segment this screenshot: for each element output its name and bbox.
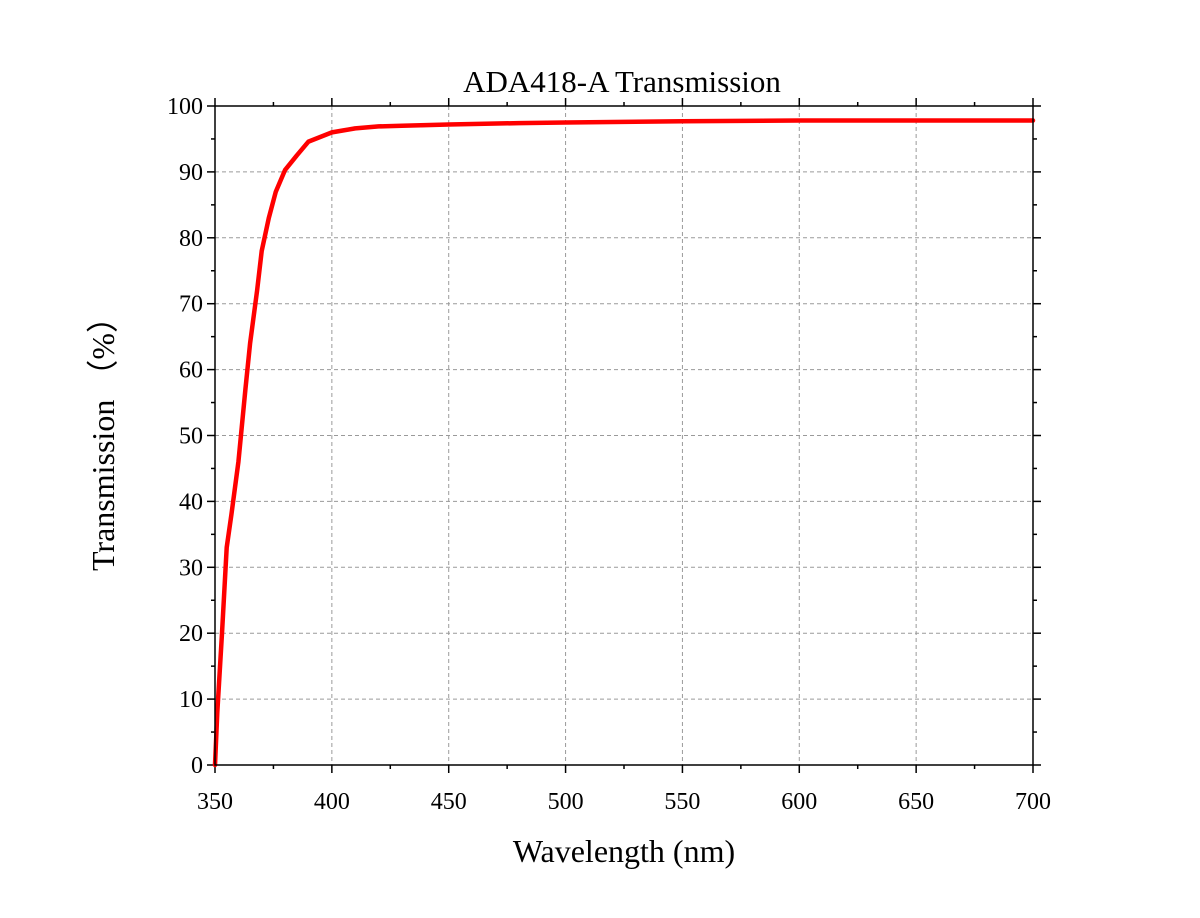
y-tick-label: 50 <box>179 424 203 450</box>
x-tick-label: 650 <box>898 789 934 815</box>
x-tick-label: 350 <box>197 789 233 815</box>
y-tick-label: 30 <box>179 555 203 581</box>
x-tick-label: 550 <box>664 789 700 815</box>
y-tick-label: 10 <box>179 687 203 713</box>
x-tick-labels: 350 400 450 500 550 600 650 700 <box>197 789 1051 815</box>
major-ticks <box>207 98 1041 773</box>
x-tick-label: 500 <box>548 789 584 815</box>
y-axis-label: Transmission （%） <box>85 301 121 571</box>
chart-title: ADA418-A Transmission <box>463 64 781 99</box>
series-layer <box>212 118 1036 768</box>
y-tick-label: 0 <box>191 753 203 779</box>
y-tick-label: 20 <box>179 621 203 647</box>
plot-frame <box>214 105 1034 766</box>
x-tick-label: 400 <box>314 789 350 815</box>
x-tick-label: 600 <box>781 789 817 815</box>
y-tick-label: 100 <box>167 94 203 120</box>
minor-ticks <box>211 102 1037 769</box>
x-tick-label: 700 <box>1015 789 1051 815</box>
grid-lines <box>215 106 1033 765</box>
y-tick-label: 60 <box>179 358 203 384</box>
y-tick-label: 80 <box>179 226 203 252</box>
transmission-series-line <box>212 118 1036 768</box>
x-tick-label: 450 <box>431 789 467 815</box>
y-tick-label: 70 <box>179 292 203 318</box>
y-tick-labels: 0 10 20 30 40 50 60 70 80 90 100 <box>167 94 203 779</box>
y-tick-label: 40 <box>179 489 203 515</box>
x-axis-label: Wavelength (nm) <box>513 833 735 869</box>
y-tick-label: 90 <box>179 160 203 186</box>
